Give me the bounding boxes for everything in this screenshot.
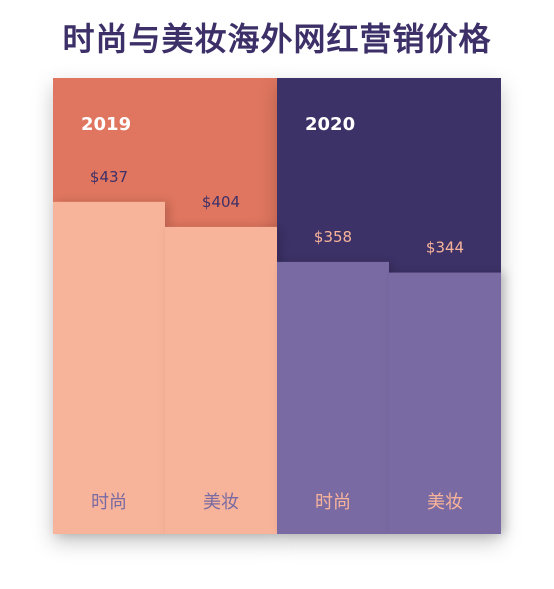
bars	[53, 201, 501, 534]
value-label-2019-1: $404	[202, 193, 240, 211]
value-label-2019-0: $437	[90, 168, 128, 186]
category-label-2020-1: 美妆	[427, 492, 463, 513]
category-label-2019-0: 时尚	[91, 492, 127, 513]
bar-2019-1[interactable]	[165, 226, 277, 534]
labels: 2019 $437 时尚 $404 美妆 2020 $358 时尚 $344 美妆	[81, 114, 464, 513]
group-label-2019: 2019	[81, 114, 131, 135]
bar-2020-0[interactable]	[277, 261, 389, 534]
chart-title: 时尚与美妆海外网红营销价格	[62, 20, 492, 58]
value-label-2020-0: $358	[314, 228, 352, 246]
category-label-2020-0: 时尚	[315, 492, 351, 513]
group-label-2020: 2020	[305, 114, 355, 135]
bar-2020-1[interactable]	[389, 272, 501, 534]
bar-2019-0[interactable]	[53, 201, 165, 534]
value-label-2020-1: $344	[426, 239, 464, 257]
category-label-2019-1: 美妆	[203, 492, 239, 513]
